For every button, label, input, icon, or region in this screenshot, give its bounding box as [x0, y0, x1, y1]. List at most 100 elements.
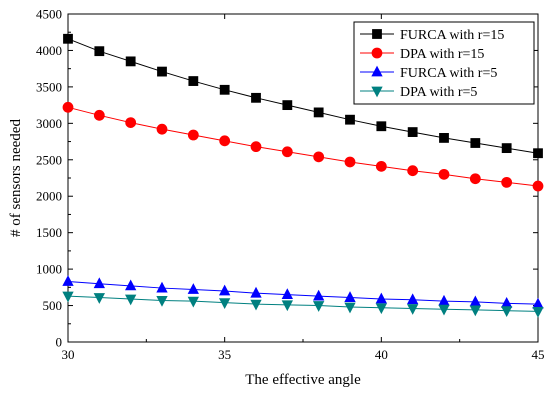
legend-item: DPA with r=15 [360, 47, 484, 62]
data-point [93, 293, 105, 304]
data-point [501, 176, 513, 188]
legend-marker [371, 65, 383, 77]
data-point [125, 279, 137, 291]
y-axis-label: # of sensors needed [8, 119, 24, 237]
legend-item: DPA with r=5 [360, 85, 477, 100]
y-tick-label: 2500 [36, 152, 62, 167]
data-point [219, 84, 230, 95]
data-point [281, 146, 293, 158]
data-point [407, 165, 419, 177]
data-point [375, 303, 387, 315]
x-tick-label: 40 [375, 347, 388, 362]
data-point [250, 299, 262, 311]
y-tick-label: 3000 [36, 116, 62, 131]
x-tick-label: 35 [218, 347, 231, 362]
series-line [67, 295, 539, 312]
legend-box [353, 21, 535, 105]
x-tick-label: 45 [532, 347, 545, 362]
y-tick-label: 4000 [36, 43, 62, 58]
legend-item: FURCA with r=15 [360, 28, 504, 43]
data-point [376, 121, 387, 132]
y-tick-label: 4500 [36, 7, 62, 22]
data-point [219, 298, 231, 309]
data-point [533, 148, 543, 159]
legend-label: DPA with r=15 [400, 47, 484, 62]
data-point [187, 296, 199, 308]
data-point [438, 168, 450, 180]
data-point [469, 295, 481, 307]
data-point [63, 33, 73, 44]
data-point [281, 288, 293, 300]
data-point [532, 297, 544, 309]
data-point [313, 301, 325, 312]
data-point [250, 286, 262, 298]
legend: FURCA with r=15 DPA with r=15 FURCA with r… [353, 21, 535, 105]
data-point [470, 138, 481, 148]
data-point [156, 281, 168, 293]
series-1 [62, 101, 544, 192]
data-point [407, 304, 419, 315]
legend-item: FURCA with r=5 [360, 65, 497, 81]
data-point [157, 66, 167, 77]
data-point [187, 129, 199, 141]
data-point [344, 302, 356, 314]
data-point [125, 117, 137, 129]
y-tick-label: 500 [43, 298, 63, 313]
data-point [439, 133, 449, 143]
data-point [125, 56, 136, 67]
data-point [438, 294, 450, 306]
y-tick-label: 3500 [36, 79, 62, 94]
series-layer [62, 33, 544, 318]
data-point [62, 275, 74, 286]
data-point [282, 100, 293, 111]
x-axis-label: The effective angle [245, 372, 361, 388]
data-point [407, 293, 419, 305]
data-point [344, 156, 356, 168]
data-point [375, 160, 387, 172]
x-tick-label: 30 [62, 347, 75, 362]
data-point [93, 277, 105, 289]
data-point [345, 114, 355, 125]
data-point [93, 109, 105, 121]
data-point [438, 304, 450, 316]
data-point [501, 306, 513, 318]
legend-label: FURCA with r=5 [400, 66, 497, 81]
data-point [501, 297, 513, 308]
series-0 [63, 33, 543, 159]
data-point [156, 296, 168, 307]
data-point [94, 46, 105, 57]
data-point [313, 107, 324, 118]
data-point [250, 141, 262, 153]
data-point [188, 76, 199, 86]
y-tick-label: 2000 [36, 189, 62, 204]
data-point [219, 135, 231, 147]
data-point [469, 305, 481, 317]
legend-marker [371, 86, 383, 98]
y-tick-label: 0 [56, 335, 63, 350]
y-tick-label: 1000 [36, 262, 62, 277]
data-point [469, 173, 481, 185]
series-line [67, 281, 539, 305]
data-point [251, 92, 261, 103]
data-point [313, 151, 325, 163]
data-point [532, 306, 544, 318]
data-point [281, 300, 293, 312]
series-2 [62, 275, 544, 309]
data-point [156, 123, 168, 135]
data-point [313, 289, 325, 301]
data-point [62, 101, 74, 113]
data-point [501, 143, 512, 154]
data-point [532, 180, 544, 192]
legend-marker [371, 47, 383, 59]
series-line [67, 38, 539, 154]
data-point [125, 294, 137, 306]
data-point [375, 292, 387, 304]
y-tick-label: 1500 [36, 225, 62, 240]
data-point [219, 284, 231, 296]
data-point [407, 127, 418, 137]
data-point [62, 291, 74, 303]
series-3 [62, 291, 544, 318]
legend-label: DPA with r=5 [400, 85, 477, 100]
series-line [67, 106, 539, 187]
